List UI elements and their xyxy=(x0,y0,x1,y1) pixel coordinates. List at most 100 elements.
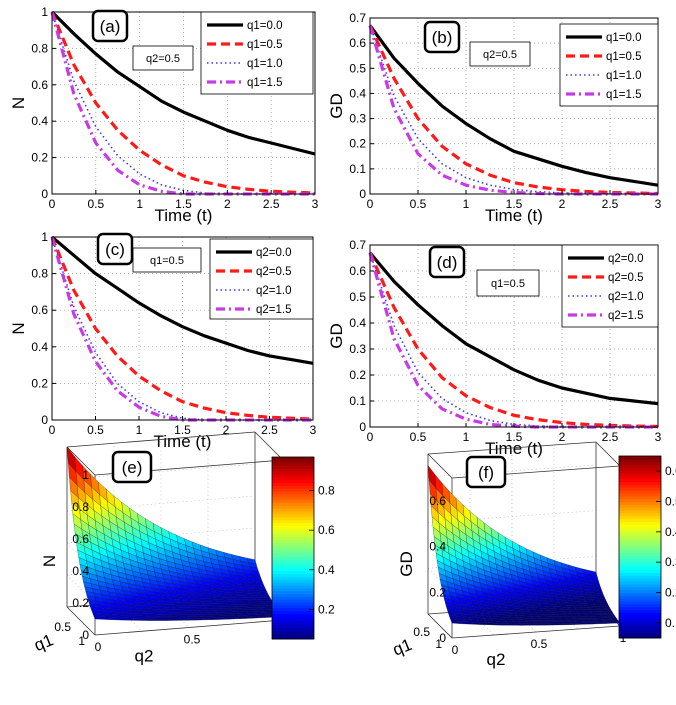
q2-tick-label: 0 xyxy=(452,643,459,657)
box-edge xyxy=(67,607,95,635)
surface-patch xyxy=(235,604,244,606)
colorbar-segment xyxy=(272,591,314,594)
surface-patch xyxy=(228,606,237,608)
y-tick-label: 0.2 xyxy=(349,137,366,151)
surface-patch xyxy=(577,612,585,614)
colorbar-segment xyxy=(619,462,661,465)
colorbar-segment xyxy=(272,579,314,582)
surface-patch xyxy=(261,596,270,598)
surface-patch xyxy=(521,624,529,626)
legend-entry: q2=1.5 xyxy=(608,310,644,322)
colorbar-segment xyxy=(619,547,661,550)
x-tick-label: 0.5 xyxy=(410,430,427,444)
colorbar-segment xyxy=(272,565,314,568)
surface-patch xyxy=(585,613,593,615)
surface-patch xyxy=(547,620,555,622)
colorbar-segment xyxy=(272,554,314,557)
surface-patch xyxy=(184,612,193,614)
colorbar-segment xyxy=(272,605,314,608)
y-tick-label: 0.1 xyxy=(349,394,366,408)
surface-patch xyxy=(213,608,222,610)
surface-patch xyxy=(227,604,236,606)
x-tick-label: 3 xyxy=(310,423,317,437)
q1-tick-label: 1 xyxy=(435,637,442,651)
q2-axis-label: q2 xyxy=(135,646,154,665)
colorbar-segment xyxy=(619,575,661,578)
colorbar-segment xyxy=(619,587,661,590)
surface-patch xyxy=(250,604,259,606)
legend-entry: q1=0.0 xyxy=(247,20,283,32)
surface-patch xyxy=(548,622,556,624)
surface-patch xyxy=(163,616,172,618)
surface-patch xyxy=(193,614,202,616)
colorbar-segment xyxy=(619,482,661,485)
y-axis-label: GD xyxy=(327,93,346,119)
q2-axis-label: q2 xyxy=(487,650,506,669)
surface-patch xyxy=(252,593,261,596)
colorbar-segment xyxy=(272,588,314,591)
colorbar-segment xyxy=(619,598,661,601)
x-tick-label: 1 xyxy=(463,430,470,444)
surface-patch xyxy=(217,614,226,616)
colorbar-segment xyxy=(619,610,661,613)
surface-patch xyxy=(198,608,207,610)
legend-entry: q1=0.0 xyxy=(606,32,642,44)
y-tick-label: 0.1 xyxy=(349,162,366,176)
colorbar-segment xyxy=(272,594,314,597)
colorbar-segment xyxy=(272,480,314,483)
surface-patch xyxy=(602,606,610,608)
colorbar-segment xyxy=(619,533,661,536)
colorbar-segment xyxy=(619,561,661,564)
colorbar-segment xyxy=(272,463,314,466)
colorbar-segment xyxy=(272,568,314,571)
y-tick-label: 1 xyxy=(41,230,48,244)
surface-patch xyxy=(191,610,200,612)
y-tick-label: 0.4 xyxy=(31,340,48,354)
colorbar-segment xyxy=(619,465,661,468)
colorbar-segment xyxy=(619,524,661,527)
surface-patch xyxy=(553,619,561,621)
surface-patch xyxy=(576,610,584,612)
colorbar-segment xyxy=(272,468,314,471)
surface-patch xyxy=(171,616,180,618)
surface-patch xyxy=(221,608,230,610)
colorbar-segment xyxy=(272,602,314,605)
annotation-text: q2=0.5 xyxy=(483,49,517,61)
x-axis-label: Time (t) xyxy=(485,439,543,458)
colorbar-segment xyxy=(272,485,314,488)
colorbar-segment xyxy=(272,574,314,577)
colorbar-segment xyxy=(619,612,661,615)
surface-patch xyxy=(253,608,262,610)
annotation-text: q1=0.5 xyxy=(150,255,184,267)
box-edge xyxy=(596,442,620,466)
surface-patch xyxy=(513,622,521,624)
y-tick-label: 0.5 xyxy=(349,61,366,75)
colorbar-segment xyxy=(619,530,661,533)
colorbar-segment xyxy=(272,477,314,480)
colorbar-segment xyxy=(272,557,314,560)
colorbar-segment xyxy=(619,476,661,479)
colorbar-tick-label: 0.4 xyxy=(318,563,335,577)
surface-patch xyxy=(247,598,256,600)
colorbar-segment xyxy=(619,484,661,487)
surface-patch xyxy=(210,616,219,618)
surface-patch xyxy=(539,618,547,620)
panel-d: 0 0.5 1 1.5 2 2.5 300.10.20.30.40.50.60.7Time … xyxy=(327,238,662,458)
surface-patch xyxy=(528,624,536,626)
surface-patch xyxy=(211,604,220,606)
surface-patch xyxy=(256,600,265,602)
surface-patch xyxy=(566,617,574,619)
colorbar-tick-label: 0.1 xyxy=(665,616,676,630)
x-tick-label: 0.5 xyxy=(410,197,427,211)
surface-patch xyxy=(231,597,240,600)
surface-patch xyxy=(206,608,215,610)
surface-patch xyxy=(249,602,258,604)
surface-patch xyxy=(164,619,173,621)
z-axis-label: N xyxy=(40,555,59,567)
colorbar-segment xyxy=(619,627,661,630)
colorbar-segment xyxy=(619,553,661,556)
colorbar-segment xyxy=(272,562,314,565)
legend-entry: q1=1.0 xyxy=(606,70,642,82)
surface-patch xyxy=(188,618,197,620)
x-tick-label: 2.5 xyxy=(602,197,619,211)
